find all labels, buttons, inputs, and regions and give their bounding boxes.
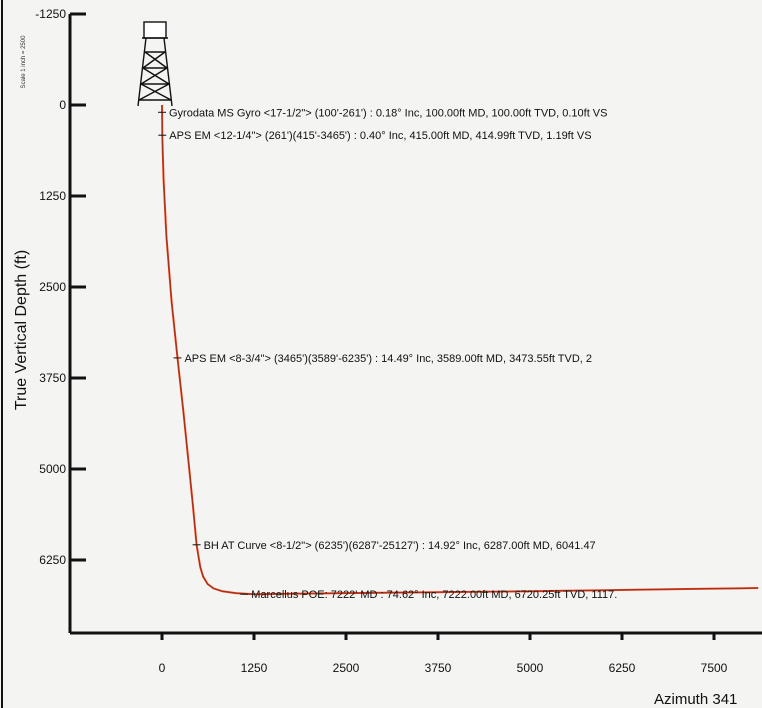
x-tick-label: 5000 — [517, 661, 544, 675]
survey-annotation-label: Marcellus POE: 7222' MD : 74.62° Inc, 72… — [251, 589, 617, 601]
x-tick-label: 6250 — [609, 661, 636, 675]
y-tick-label: -1250 — [35, 7, 66, 21]
survey-annotation-label: Gyrodata MS Gyro <17-1/2"> (100'-261') :… — [169, 107, 607, 119]
y-tick-label: 1250 — [39, 189, 66, 203]
y-tick-label: 6250 — [39, 553, 66, 567]
x-tick-label: 7500 — [701, 661, 728, 675]
y-tick-label: 5000 — [39, 462, 66, 476]
wellpath-line — [161, 104, 759, 596]
scale-note: Scale 1 inch = 2500 — [21, 35, 27, 89]
wellpath-line-core — [161, 104, 759, 595]
drilling-rig-icon — [137, 21, 173, 107]
x-axis-ticks: 0 1250 2500 3750 5000 6250 7500 — [159, 633, 728, 675]
x-tick-label: 0 — [159, 661, 166, 675]
survey-annotations: Gyrodata MS Gyro <17-1/2"> (100'-261') :… — [158, 107, 617, 601]
x-tick-label: 3750 — [425, 661, 452, 675]
x-tick-label: 2500 — [333, 661, 360, 675]
y-axis-ticks: -1250 0 1250 2500 3750 5000 6250 — [35, 7, 86, 567]
y-tick-label: 3750 — [39, 371, 66, 385]
survey-annotation-label: APS EM <12-1/4"> (261')(415'-3465') : 0.… — [169, 130, 591, 142]
y-tick-label: 2500 — [39, 280, 66, 294]
y-tick-label: 0 — [59, 98, 66, 112]
survey-annotation-label: APS EM <8-3/4"> (3465')(3589'-6235') : 1… — [184, 353, 592, 365]
y-axis-label: True Vertical Depth (ft) — [13, 250, 30, 410]
azimuth-label: Azimuth 341 — [654, 691, 737, 708]
survey-annotation-label: BH AT Curve <8-1/2"> (6235')(6287'-25127… — [204, 540, 596, 552]
x-tick-label: 1250 — [241, 661, 268, 675]
